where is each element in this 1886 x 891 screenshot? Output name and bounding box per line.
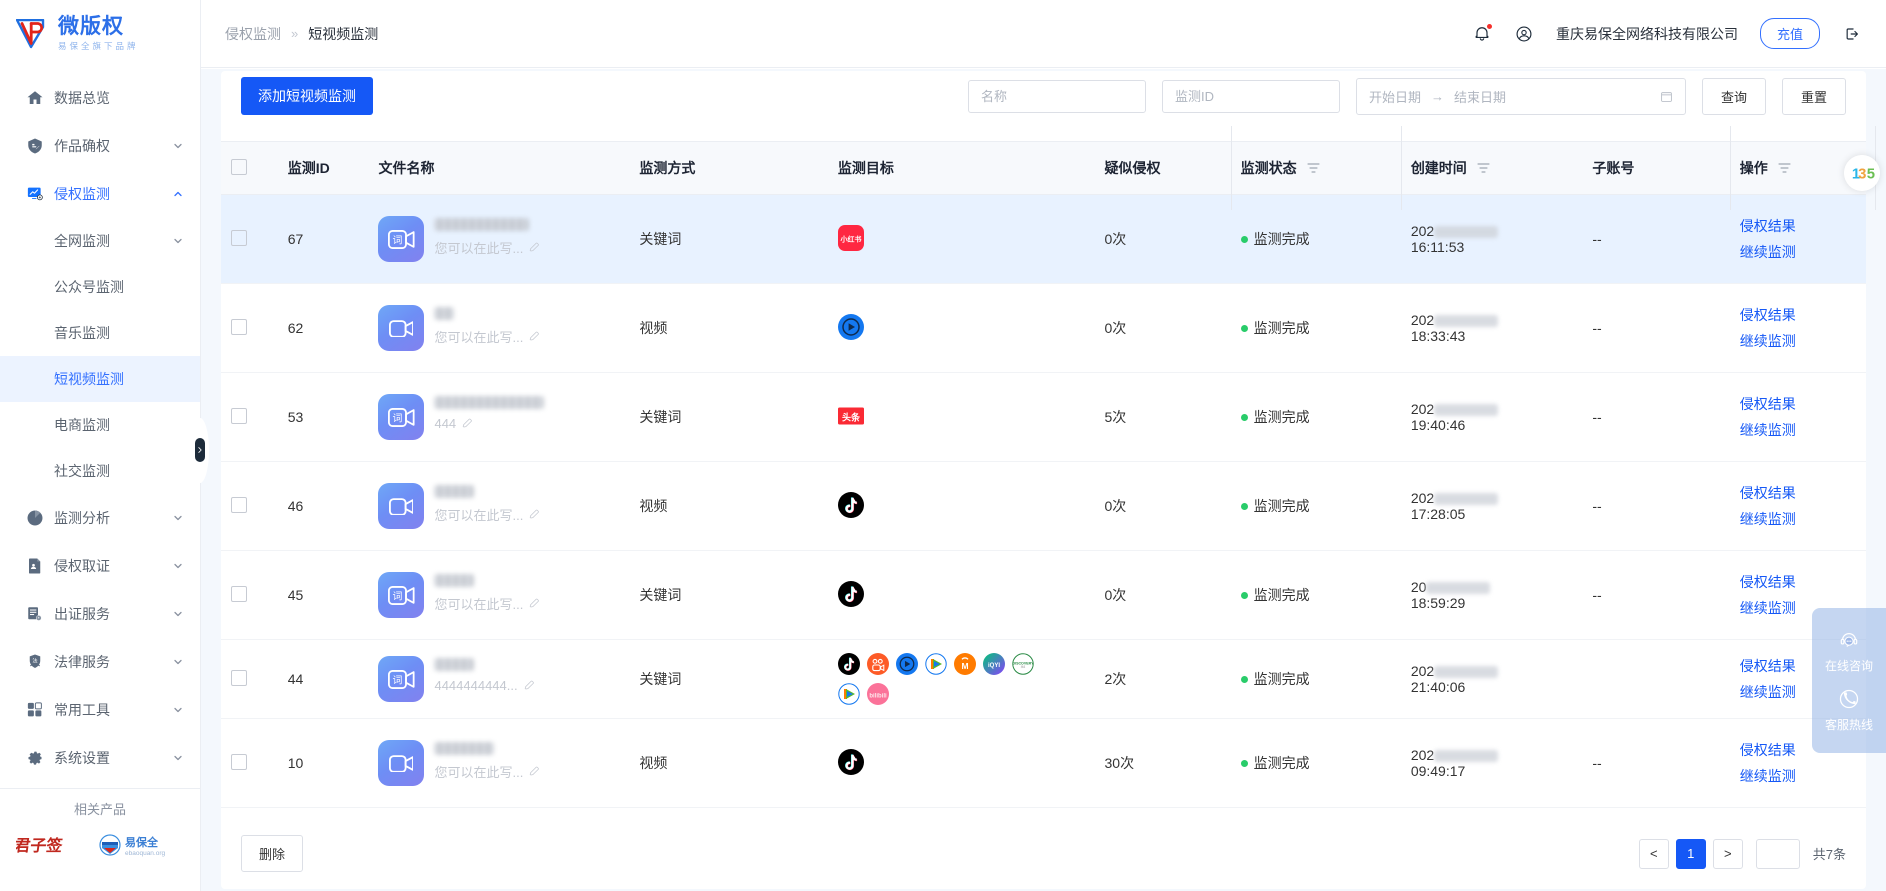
svg-text:词: 词 <box>392 412 402 424</box>
svg-text:词: 词 <box>392 234 402 246</box>
svg-text:词: 词 <box>392 674 402 686</box>
svg-text:bilibili: bilibili <box>869 693 887 699</box>
svg-text:5: 5 <box>1867 166 1875 182</box>
svg-text:DISCOVERY: DISCOVERY <box>1012 661 1034 665</box>
svg-text:词: 词 <box>392 590 402 602</box>
svg-text:小红书: 小红书 <box>839 234 861 243</box>
svg-text:3: 3 <box>1858 166 1866 182</box>
svg-text:易保全: 易保全 <box>125 835 159 849</box>
svg-text:ebaoquan.org: ebaoquan.org <box>125 850 166 857</box>
svg-text:M: M <box>961 661 968 671</box>
svg-text:iQYI: iQYI <box>988 663 1000 669</box>
svg-text:头条: 头条 <box>842 411 861 422</box>
svg-text:君子签: 君子签 <box>16 836 65 855</box>
